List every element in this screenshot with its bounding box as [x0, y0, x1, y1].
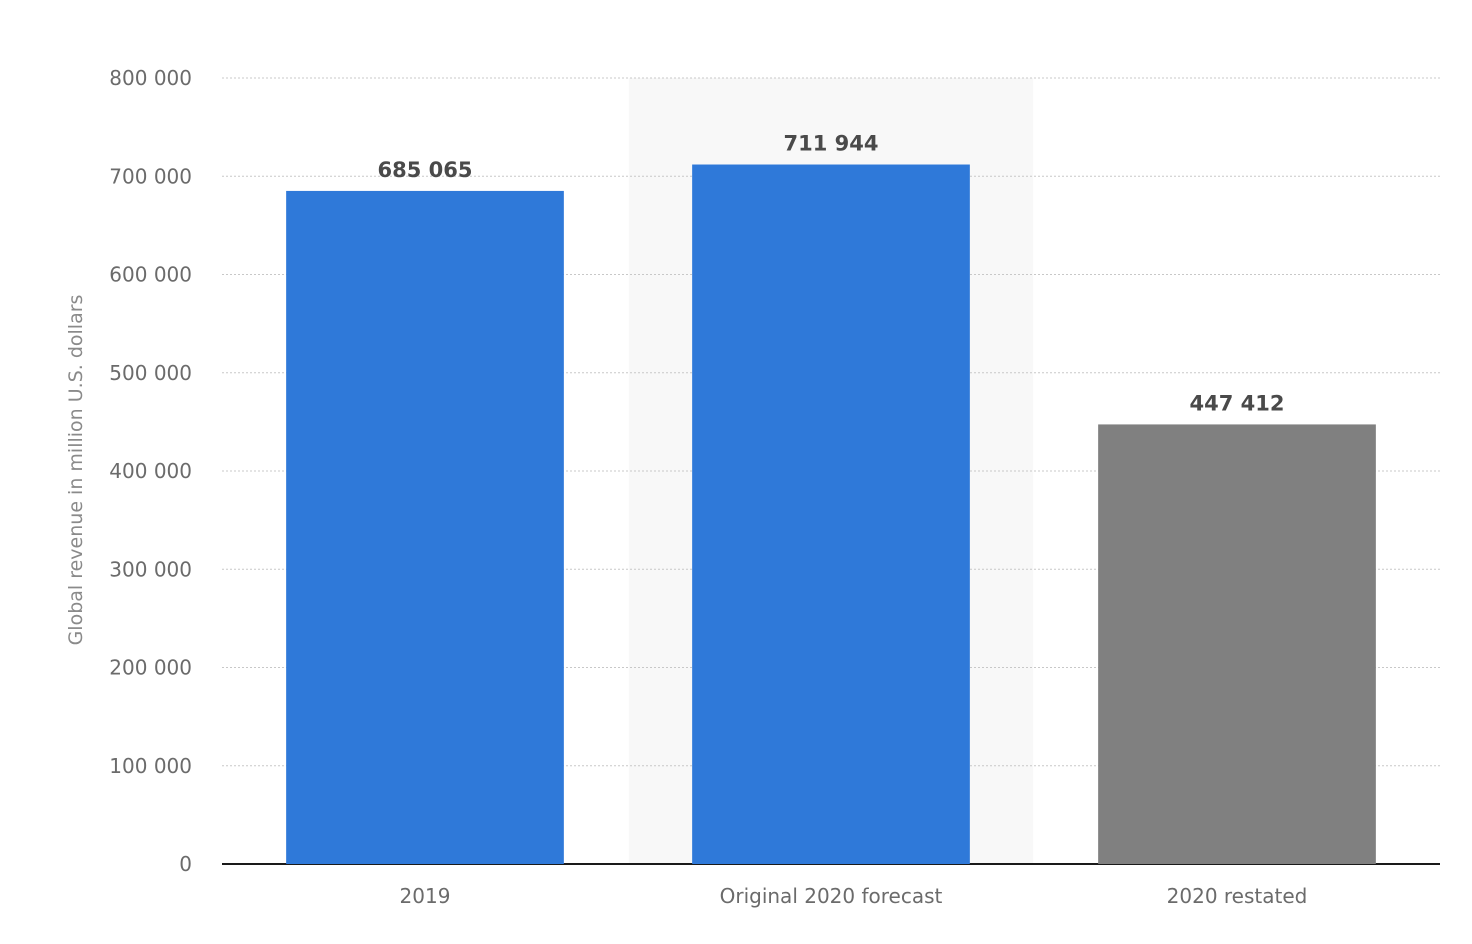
y-tick-label: 200 000 [109, 656, 192, 680]
y-tick-label: 500 000 [109, 361, 192, 385]
bar [692, 164, 970, 864]
y-tick-label: 400 000 [109, 459, 192, 483]
data-label: 447 412 [1190, 391, 1285, 415]
bar [286, 190, 564, 864]
x-tick-label: Original 2020 forecast [720, 884, 943, 908]
y-tick-label: 100 000 [109, 754, 192, 778]
y-tick-label: 800 000 [109, 66, 192, 90]
y-tick-label: 300 000 [109, 557, 192, 581]
y-tick-label: 0 [179, 852, 192, 876]
x-tick-label: 2020 restated [1167, 884, 1308, 908]
y-tick-label: 600 000 [109, 263, 192, 287]
data-label: 711 944 [784, 132, 879, 156]
bar [1098, 424, 1376, 864]
x-tick-label: 2019 [400, 884, 451, 908]
y-tick-label: 700 000 [109, 164, 192, 188]
y-axis-label: Global revenue in million U.S. dollars [65, 295, 87, 646]
data-label: 685 065 [378, 158, 473, 182]
